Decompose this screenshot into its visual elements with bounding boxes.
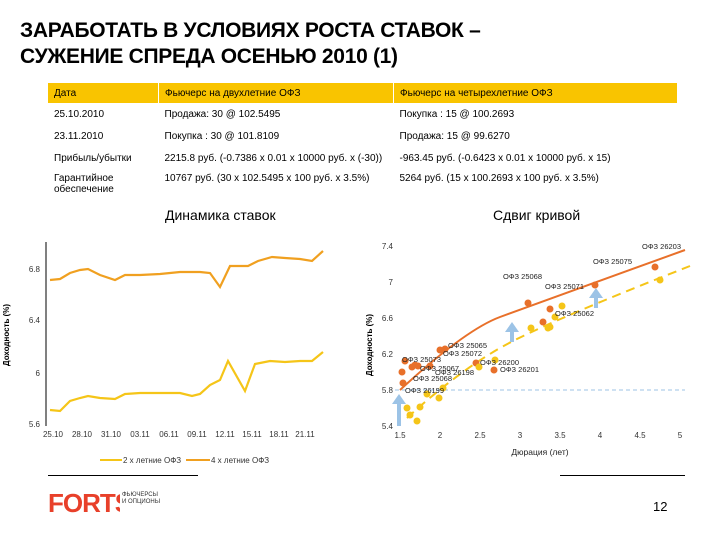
svg-text:7.4: 7.4 [382, 242, 394, 251]
up-arrow-icon [392, 394, 406, 404]
header-4y-future: Фьючерс на четырехлетние ОФЗ [393, 83, 678, 103]
svg-text:5.8: 5.8 [382, 386, 394, 395]
x-axis-label: Дюрация (лет) [511, 447, 568, 457]
header-date: Дата [48, 83, 159, 103]
cell: 5264 руб. (15 x 100.2693 x 100 руб. x 3.… [399, 173, 599, 184]
cell: 2215.8 руб. (-0.7386 x 0.01 x 10000 руб.… [164, 152, 383, 164]
yellow-points [403, 276, 664, 425]
svg-text:1.5: 1.5 [394, 431, 406, 440]
svg-text:ОФЗ 25068: ОФЗ 25068 [503, 272, 542, 281]
x-ticks: 25.10 28.10 31.10 03.11 06.11 09.11 12.1… [43, 430, 315, 439]
cell: Покупка : 30 @ 101.8109 [164, 130, 280, 142]
svg-text:ОФЗ 25062: ОФЗ 25062 [555, 309, 594, 318]
cell: 10767 руб. (30 x 102.5495 x 100 руб. x 3… [164, 173, 370, 184]
series-4y-line [49, 250, 324, 290]
svg-text:5.6: 5.6 [29, 420, 41, 429]
legend-4y-label: 4 х летние ОФЗ [211, 456, 269, 465]
table-row: 25.10.2010 Продажа: 30 @ 102.5495 Покупк… [48, 103, 678, 125]
point-labels: ОФЗ 26199 ОФЗ 25068 ОФЗ 25073 ОФЗ 25067 … [402, 242, 681, 395]
yield-curve-chart: Доходность (%) 7.4 7 6.6 6.2 5.8 5.4 [365, 242, 691, 457]
svg-text:2.5: 2.5 [474, 431, 486, 440]
svg-text:2: 2 [438, 431, 443, 440]
svg-text:21.11: 21.11 [295, 430, 315, 439]
svg-text:12.11: 12.11 [215, 430, 235, 439]
svg-text:ОФЗ 25072: ОФЗ 25072 [443, 349, 482, 358]
svg-text:4.5: 4.5 [634, 431, 646, 440]
svg-text:3.5: 3.5 [554, 431, 566, 440]
up-arrow-icon [510, 330, 514, 342]
svg-text:ОФЗ 26200: ОФЗ 26200 [480, 358, 519, 367]
x-ticks: 1.5 2 2.5 3 3.5 4 4.5 5 [394, 431, 682, 440]
cell: 25.10.2010 [54, 108, 105, 120]
footer-rule-left [48, 475, 198, 476]
svg-text:31.10: 31.10 [101, 430, 122, 439]
cell: 23.11.2010 [54, 130, 104, 142]
svg-text:ОФЗ 25067: ОФЗ 25067 [420, 364, 459, 373]
svg-text:6.8: 6.8 [29, 265, 41, 274]
cell: Покупка : 15 @ 100.2693 [399, 108, 515, 120]
page-number: 12 [653, 499, 668, 514]
y-ticks: 7.4 7 6.6 6.2 5.8 5.4 [382, 242, 394, 431]
shift-arrows [392, 288, 603, 426]
up-arrow-icon [594, 296, 598, 308]
svg-text:3: 3 [518, 431, 523, 440]
rates-line-chart: Доходность (%) 6.8 6.4 6 5.6 25.10 28.10… [2, 242, 324, 465]
svg-text:4: 4 [598, 431, 603, 440]
y-axis-label: Доходность (%) [365, 314, 374, 376]
svg-text:09.11: 09.11 [187, 430, 207, 439]
legend-2y-label: 2 х летние ОФЗ [123, 456, 181, 465]
up-arrow-icon [589, 288, 603, 298]
up-arrow-icon [397, 402, 401, 426]
table-header-row: Дата Фьючерс на двухлетние ОФЗ Фьючерс н… [48, 83, 678, 103]
series-2y-line [49, 351, 324, 413]
table-row: Прибыль/убытки 2215.8 руб. (-0.7386 x 0.… [48, 147, 678, 169]
orange-points [398, 263, 659, 387]
cell: Продажа: 15 @ 99.6270 [399, 130, 510, 142]
svg-text:6.4: 6.4 [29, 316, 41, 325]
svg-text:6.6: 6.6 [382, 314, 394, 323]
forts-logo: FORTS [48, 488, 120, 516]
up-arrow-icon [505, 322, 519, 332]
slide-title-line2: СУЖЕНИЕ СПРЕДА ОСЕНЬЮ 2010 (1) [20, 45, 398, 68]
y-ticks: 6.8 6.4 6 5.6 [29, 265, 41, 429]
svg-text:5: 5 [678, 431, 683, 440]
svg-text:06.11: 06.11 [159, 430, 179, 439]
cell: Продажа: 30 @ 102.5495 [164, 108, 281, 120]
svg-text:ОФЗ 26199: ОФЗ 26199 [405, 386, 444, 395]
right-chart-title: Сдвиг кривой [493, 207, 581, 223]
cell: Гарантийное обеспечение [54, 173, 114, 195]
left-chart-title: Динамика ставок [165, 207, 276, 223]
svg-text:ОФЗ 25071: ОФЗ 25071 [545, 282, 584, 291]
svg-text:6.2: 6.2 [382, 350, 394, 359]
svg-text:03.11: 03.11 [130, 430, 150, 439]
svg-text:25.10: 25.10 [43, 430, 64, 439]
table-row: Гарантийное обеспечение 10767 руб. (30 x… [48, 169, 678, 205]
trade-table: Дата Фьючерс на двухлетние ОФЗ Фьючерс н… [48, 83, 678, 205]
svg-text:ОФЗ 25073: ОФЗ 25073 [402, 355, 441, 364]
svg-text:ОФЗ 26201: ОФЗ 26201 [500, 365, 539, 374]
svg-text:ОФЗ 26198: ОФЗ 26198 [435, 368, 474, 377]
svg-text:ОФЗ 25068: ОФЗ 25068 [413, 374, 452, 383]
svg-text:5.4: 5.4 [382, 422, 394, 431]
footer-rule-right [560, 475, 685, 476]
slide-title: ЗАРАБОТАТЬ В УСЛОВИЯХ РОСТА СТАВОК – СУЖ… [20, 18, 481, 70]
svg-text:6: 6 [36, 369, 41, 378]
logo-text: FORTS [48, 488, 120, 516]
svg-text:7: 7 [389, 278, 394, 287]
header-2y-future: Фьючерс на двухлетние ОФЗ [158, 83, 394, 103]
svg-text:15.11: 15.11 [242, 430, 262, 439]
svg-text:ОФЗ 25065: ОФЗ 25065 [448, 341, 487, 350]
cell: Прибыль/убытки [54, 152, 132, 164]
svg-text:18.11: 18.11 [269, 430, 289, 439]
slide-title-line1: ЗАРАБОТАТЬ В УСЛОВИЯХ РОСТА СТАВОК – [20, 19, 481, 42]
logo-subtitle: ФЬЮЧЕРСЫ И ОПЦИОНЫ [122, 492, 161, 505]
y-axis-label: Доходность (%) [2, 304, 11, 366]
cell: -963.45 руб. (-0.6423 x 0.01 x 10000 руб… [399, 152, 611, 164]
trend-line-orange [399, 249, 686, 391]
svg-text:ОФЗ 25075: ОФЗ 25075 [593, 257, 632, 266]
svg-text:28.10: 28.10 [72, 430, 93, 439]
legend: 2 х летние ОФЗ 4 х летние ОФЗ [100, 456, 269, 465]
table-row: 23.11.2010 Покупка : 30 @ 101.8109 Прода… [48, 125, 678, 147]
svg-text:ОФЗ 26203: ОФЗ 26203 [642, 242, 681, 251]
